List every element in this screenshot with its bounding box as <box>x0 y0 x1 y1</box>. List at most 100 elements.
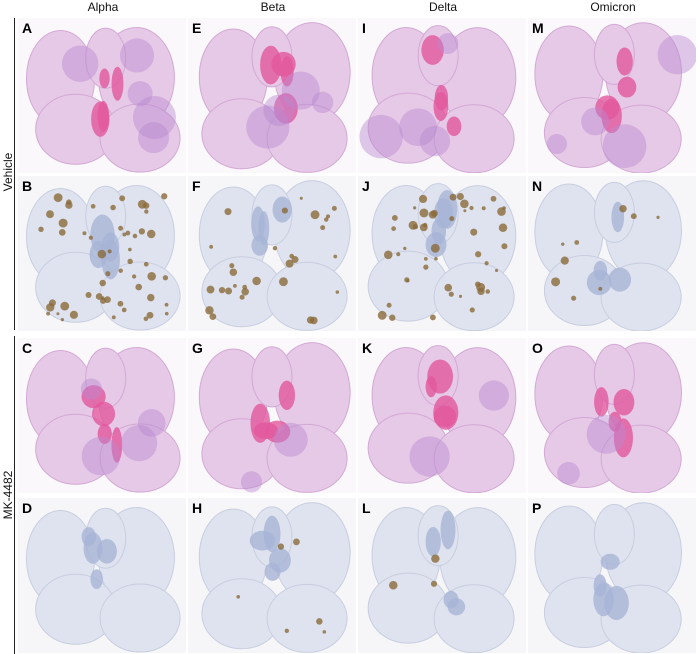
antigen-stain <box>469 307 475 313</box>
antigen-stain <box>423 256 428 261</box>
lung-lobe <box>99 103 181 173</box>
antigen-stain <box>430 580 438 587</box>
airway-vessel <box>92 401 116 427</box>
panel-letter: H <box>192 500 203 516</box>
antigen-stain <box>469 205 474 211</box>
antigen-stain <box>560 256 569 265</box>
antigen-stain <box>418 194 428 204</box>
panel-letter: A <box>22 20 33 36</box>
airway-vessel <box>616 47 633 76</box>
antigen-stain <box>419 208 429 218</box>
antigen-stain <box>386 302 392 308</box>
column-header-omicron: Omicron <box>590 0 636 14</box>
antigen-stain <box>377 310 387 320</box>
lung-section-image <box>358 498 526 653</box>
antigen-stain <box>88 235 93 240</box>
antigen-stain <box>285 259 294 268</box>
antigen-stain <box>110 204 116 211</box>
antigen-stain <box>218 286 226 294</box>
antigen-stain <box>138 228 146 235</box>
antigen-stain <box>252 276 261 286</box>
antigen-stain <box>391 226 396 231</box>
antigen-stain <box>146 311 154 319</box>
column-header-alpha: Alpha <box>87 0 119 14</box>
airway-vessel <box>421 35 444 65</box>
panel-letter: M <box>532 20 544 36</box>
panel-b: B <box>18 176 186 331</box>
panel-k: K <box>358 338 526 493</box>
antigen-stain <box>292 538 300 546</box>
inflammation-area <box>246 105 290 149</box>
airway-vessel <box>440 510 456 550</box>
lung-section-image <box>18 176 186 331</box>
antigen-stain <box>423 264 429 270</box>
antigen-stain <box>147 293 155 302</box>
panel-j: J <box>358 176 526 331</box>
antigen-stain <box>383 250 393 260</box>
antigen-stain <box>331 205 337 211</box>
antigen-stain <box>125 230 131 236</box>
antigen-stain <box>53 193 63 203</box>
airway-vessel <box>81 527 96 547</box>
antigen-stain <box>117 300 124 307</box>
antigen-stain <box>46 210 54 219</box>
airway-vessel <box>99 68 110 89</box>
lung-section-image <box>18 498 186 653</box>
airway-vessel <box>273 93 298 124</box>
antigen-stain <box>95 293 103 300</box>
antigen-stain <box>242 284 248 290</box>
panel-letter: N <box>532 178 543 194</box>
airway-vessel <box>433 91 449 122</box>
antigen-stain <box>132 233 138 239</box>
airway-vessel <box>260 45 282 85</box>
antigen-stain <box>284 628 290 634</box>
lung-section-image <box>188 338 356 493</box>
antigen-stain <box>630 213 637 220</box>
airway-vessel <box>446 116 462 137</box>
antigen-stain <box>470 228 478 236</box>
inflammation-area <box>409 436 450 477</box>
antigen-stain <box>105 271 111 277</box>
antigen-stain <box>143 316 149 322</box>
lung-section-image <box>528 18 696 173</box>
airway-vessel <box>617 76 637 98</box>
panel-n: N <box>528 176 696 331</box>
inflammation-area <box>132 96 176 140</box>
panel-letter: E <box>192 20 202 36</box>
inflammation-area <box>437 33 459 54</box>
lung-section-image <box>528 498 696 653</box>
antigen-stain <box>85 291 92 298</box>
antigen-stain <box>224 208 232 216</box>
antigen-stain <box>430 243 440 253</box>
antigen-stain <box>458 294 463 298</box>
panel-letter: J <box>362 178 370 194</box>
antigen-stain <box>474 281 481 288</box>
antigen-stain <box>449 216 455 222</box>
antigen-stain <box>413 206 417 210</box>
airway-vessel <box>111 66 124 101</box>
airway-vessel <box>425 526 441 557</box>
antigen-stain <box>118 268 123 273</box>
inflammation-area <box>240 471 263 493</box>
antigen-stain <box>56 312 60 316</box>
antigen-stain <box>164 302 169 307</box>
antigen-stain <box>444 283 453 292</box>
airway-vessel <box>264 420 291 443</box>
inflammation-area <box>119 38 155 73</box>
antigen-stain <box>118 225 124 231</box>
antigen-stain <box>46 311 51 316</box>
inflammation-area <box>127 81 153 107</box>
antigen-stain <box>143 261 149 267</box>
antigen-stain <box>324 217 329 222</box>
lung-section-image <box>188 176 356 331</box>
lung-lobe <box>433 424 515 493</box>
antigen-stain <box>485 289 490 294</box>
antigen-stain <box>122 232 127 237</box>
panel-i: I <box>358 18 526 173</box>
antigen-stain <box>396 252 401 257</box>
inflammation-area <box>273 422 308 457</box>
antigen-stain <box>320 225 326 231</box>
antigen-stain <box>272 246 278 251</box>
antigen-stain <box>434 256 438 261</box>
antigen-stain <box>144 209 149 214</box>
